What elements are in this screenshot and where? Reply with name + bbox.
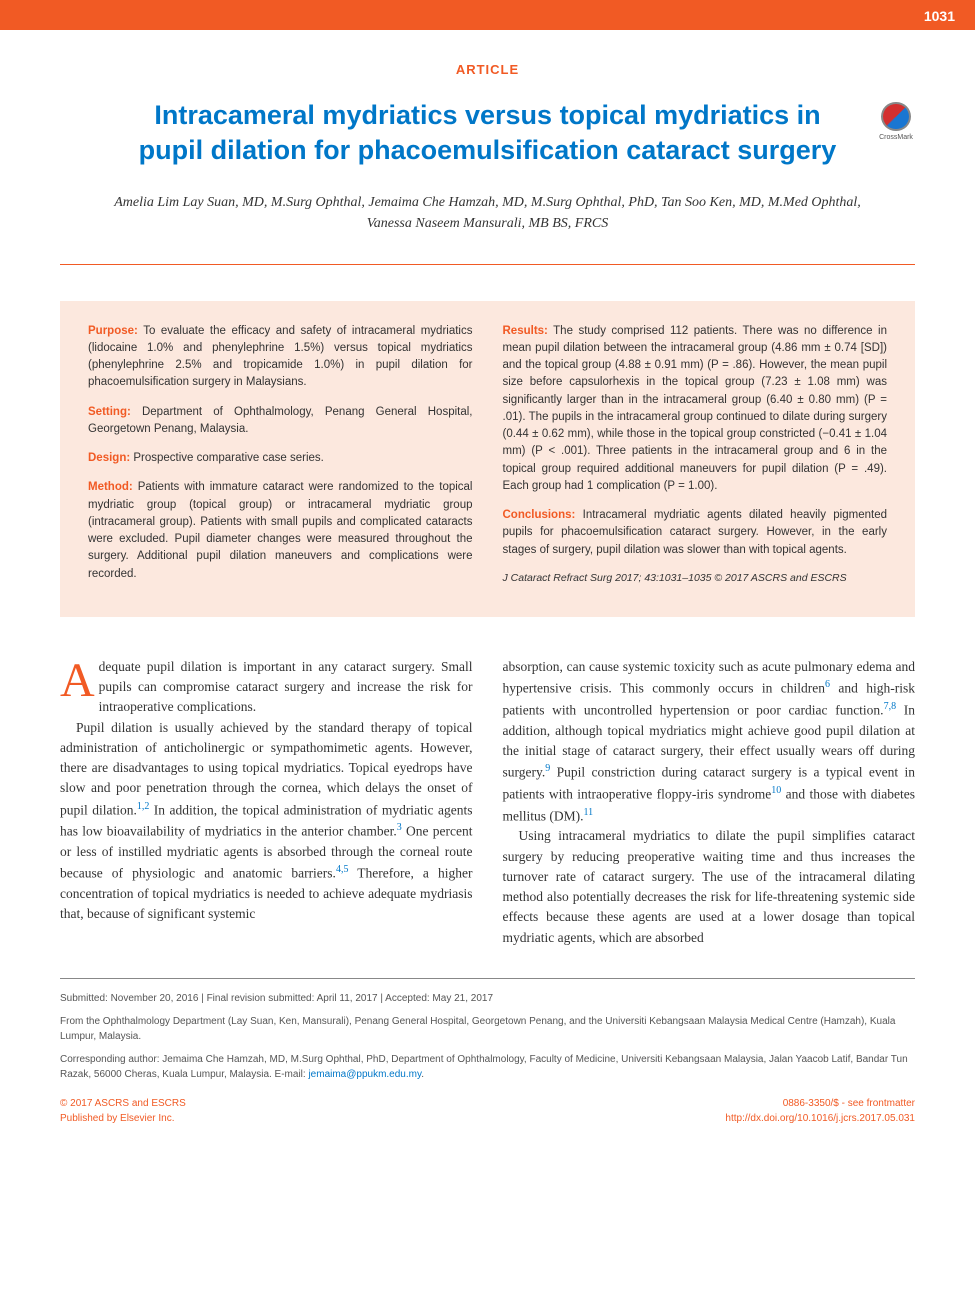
ref-link-10[interactable]: 10 — [771, 785, 781, 796]
header-divider — [60, 264, 915, 265]
results-heading: Results: — [503, 325, 548, 337]
body-paragraph-4: Using intracameral mydriatics to dilate … — [503, 826, 916, 948]
article-title: Intracameral mydriatics versus topical m… — [120, 98, 855, 168]
crossmark-icon — [881, 102, 911, 132]
abstract-purpose: Purpose: To evaluate the efficacy and sa… — [88, 323, 473, 392]
body-paragraph-3: absorption, can cause systemic toxicity … — [503, 657, 916, 827]
top-bar: 1031 — [0, 0, 975, 30]
crossmark-badge[interactable]: CrossMark — [877, 102, 915, 144]
setting-text: Department of Ophthalmology, Penang Gene… — [88, 406, 473, 435]
design-text: Prospective comparative case series. — [130, 452, 324, 464]
method-heading: Method: — [88, 481, 133, 493]
ref-link-4-5[interactable]: 4,5 — [336, 864, 349, 875]
footer-section: Submitted: November 20, 2016 | Final rev… — [60, 991, 915, 1082]
abstract-setting: Setting: Department of Ophthalmology, Pe… — [88, 404, 473, 439]
body-columns: Adequate pupil dilation is important in … — [60, 657, 915, 948]
setting-heading: Setting: — [88, 406, 131, 418]
footer-copyright-right: 0886-3350/$ - see frontmatter http://dx.… — [725, 1096, 915, 1126]
ref-link-1-2[interactable]: 1,2 — [137, 801, 150, 812]
body-left-column: Adequate pupil dilation is important in … — [60, 657, 473, 948]
copyright-line-1: © 2017 ASCRS and ESCRS — [60, 1096, 186, 1111]
footer-bottom: © 2017 ASCRS and ESCRS Published by Else… — [60, 1096, 915, 1126]
page-number: 1031 — [924, 6, 955, 27]
corresponding-email[interactable]: jemaima@ppukm.edu.my — [308, 1069, 421, 1080]
abstract-left-column: Purpose: To evaluate the efficacy and sa… — [88, 323, 473, 595]
body-paragraph-2: Pupil dilation is usually achieved by th… — [60, 718, 473, 925]
copyright-line-2: Published by Elsevier Inc. — [60, 1111, 186, 1126]
doi-link[interactable]: http://dx.doi.org/10.1016/j.jcrs.2017.05… — [725, 1111, 915, 1126]
abstract-results: Results: The study comprised 112 patient… — [503, 323, 888, 496]
abstract-conclusions: Conclusions: Intracameral mydriatic agen… — [503, 507, 888, 559]
ref-link-11[interactable]: 11 — [584, 807, 594, 818]
results-text: The study comprised 112 patients. There … — [503, 325, 888, 492]
footer-copyright-left: © 2017 ASCRS and ESCRS Published by Else… — [60, 1096, 186, 1126]
authors-list: Amelia Lim Lay Suan, MD, M.Surg Ophthal,… — [60, 192, 915, 234]
purpose-text: To evaluate the efficacy and safety of i… — [88, 325, 473, 389]
header-row: CrossMark Intracameral mydriatics versus… — [60, 98, 915, 168]
drop-cap: A — [60, 657, 99, 701]
abstract-box: Purpose: To evaluate the efficacy and sa… — [60, 301, 915, 617]
corresponding-end: . — [421, 1069, 424, 1080]
purpose-heading: Purpose: — [88, 325, 138, 337]
crossmark-label: CrossMark — [879, 133, 913, 144]
issn-line: 0886-3350/$ - see frontmatter — [725, 1096, 915, 1111]
design-heading: Design: — [88, 452, 130, 464]
abstract-citation: J Cataract Refract Surg 2017; 43:1031–10… — [503, 571, 888, 587]
content-area: ARTICLE CrossMark Intracameral mydriatic… — [0, 30, 975, 1146]
footer-corresponding: Corresponding author: Jemaima Che Hamzah… — [60, 1052, 915, 1082]
footer-affiliations: From the Ophthalmology Department (Lay S… — [60, 1014, 915, 1044]
conclusions-heading: Conclusions: — [503, 509, 576, 521]
p1-text: dequate pupil dilation is important in a… — [99, 659, 473, 715]
abstract-design: Design: Prospective comparative case ser… — [88, 450, 473, 467]
footer-divider — [60, 978, 915, 979]
article-type-label: ARTICLE — [60, 60, 915, 80]
body-paragraph-1: Adequate pupil dilation is important in … — [60, 657, 473, 718]
abstract-method: Method: Patients with immature cataract … — [88, 479, 473, 583]
abstract-right-column: Results: The study comprised 112 patient… — [503, 323, 888, 595]
method-text: Patients with immature cataract were ran… — [88, 481, 473, 579]
body-right-column: absorption, can cause systemic toxicity … — [503, 657, 916, 948]
footer-submitted: Submitted: November 20, 2016 | Final rev… — [60, 991, 915, 1006]
ref-link-7-8[interactable]: 7,8 — [884, 701, 897, 712]
corresponding-text: Corresponding author: Jemaima Che Hamzah… — [60, 1054, 908, 1080]
